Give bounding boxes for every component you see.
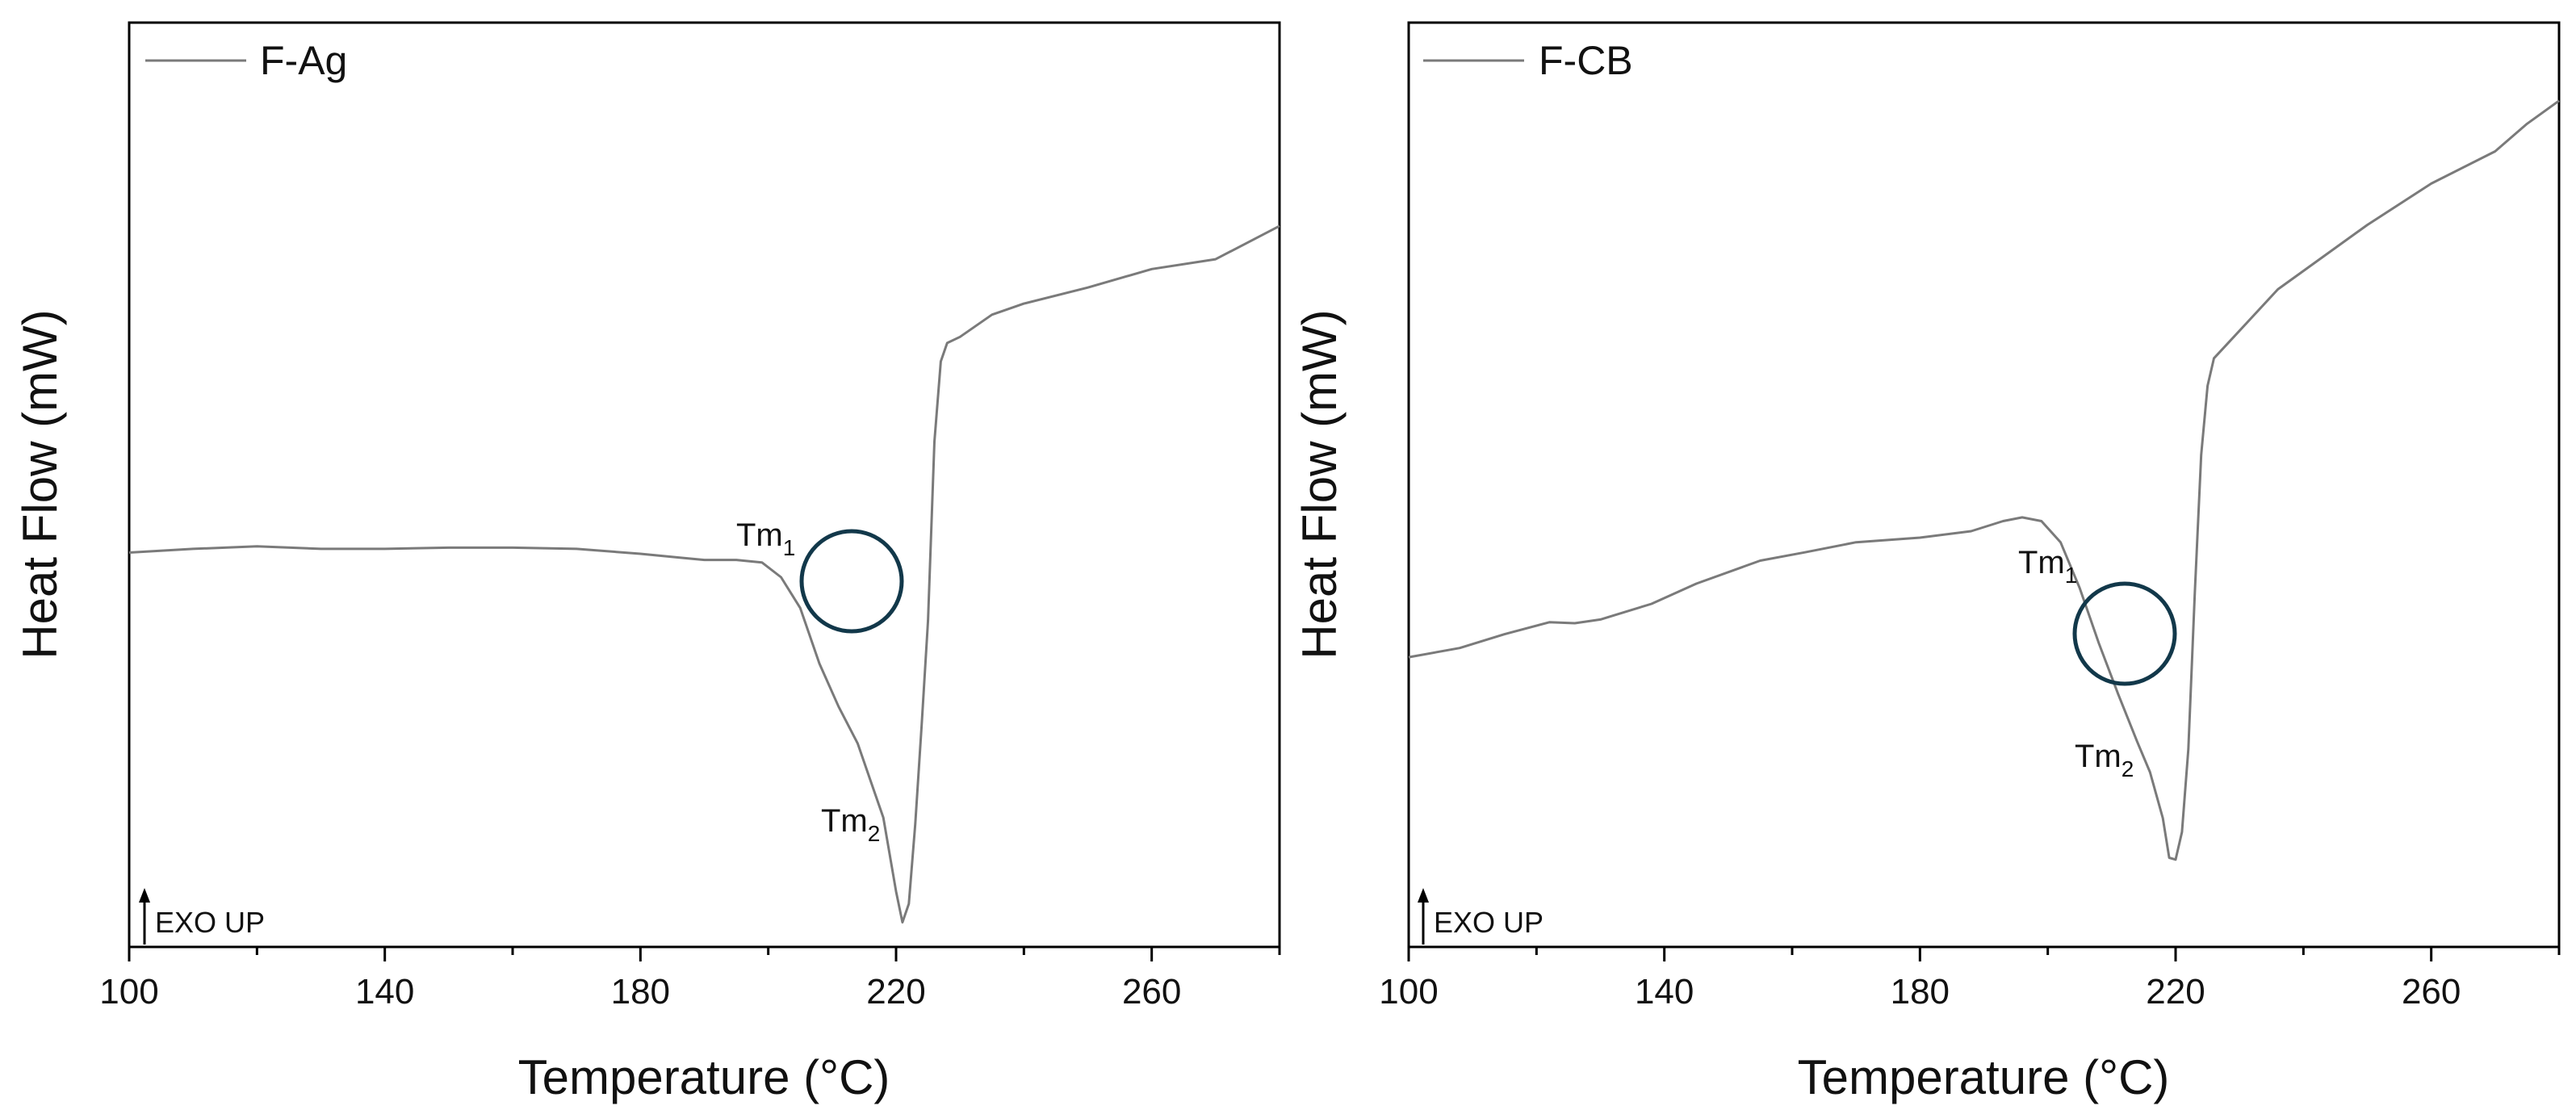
- exo-up-indicator: EXO UP: [139, 888, 265, 945]
- x-tick-label: 140: [355, 972, 414, 1012]
- dsc-curve-line: [1408, 99, 2560, 861]
- dsc-curve-line: [128, 224, 1280, 924]
- tm2-label: Tm2: [2075, 739, 2134, 781]
- exo-up-label: EXO UP: [1434, 906, 1544, 939]
- x-axis-tick-labels: 100 140 180 220 260: [1379, 972, 2461, 1012]
- tm2-label: Tm2: [821, 803, 880, 846]
- tm1-label: Tm1: [2018, 545, 2077, 588]
- chart-panel-f-cb: 100 140 180 220 260 F-CB Tm1 Tm2 EXO UP Temp…: [1292, 21, 2561, 1104]
- x-tick-label: 260: [1122, 972, 1181, 1012]
- x-tick-label: 220: [2146, 972, 2205, 1012]
- exo-up-label: EXO UP: [155, 906, 265, 939]
- plot-frame: [128, 21, 1281, 949]
- x-axis-tick-labels: 100 140 180 220 260: [99, 972, 1181, 1012]
- curve-group: [128, 224, 1280, 924]
- tm1-circle-marker: [2072, 581, 2177, 686]
- x-axis-ticks: [128, 947, 1281, 961]
- x-tick-label: 100: [99, 972, 158, 1012]
- x-tick-label: 140: [1635, 972, 1694, 1012]
- x-axis-title: Temperature (°C): [1798, 1050, 2170, 1104]
- legend: F-Ag: [145, 38, 347, 83]
- x-tick-label: 100: [1379, 972, 1438, 1012]
- legend-label-f-cb: F-CB: [1539, 38, 1633, 83]
- curve-group: [1408, 99, 2560, 861]
- legend-label-f-ag: F-Ag: [260, 38, 347, 83]
- tm1-circle-marker: [799, 529, 904, 634]
- exo-up-arrow-icon: [1418, 888, 1429, 903]
- legend: F-CB: [1423, 38, 1633, 83]
- y-axis-title: Heat Flow (mW): [1292, 309, 1347, 659]
- chart-panel-f-ag: 100 140 180 220 260 F-Ag Tm1 Tm2 EXO UP Temp…: [13, 21, 1281, 1104]
- x-tick-label: 180: [1891, 972, 1950, 1012]
- x-axis-ticks: [1407, 947, 2561, 961]
- x-tick-label: 220: [866, 972, 925, 1012]
- tm1-label: Tm1: [736, 517, 795, 560]
- x-axis-title: Temperature (°C): [518, 1050, 890, 1104]
- x-tick-label: 260: [2402, 972, 2461, 1012]
- exo-up-indicator: EXO UP: [1418, 888, 1544, 945]
- exo-up-arrow-icon: [139, 888, 150, 903]
- plot-frame: [1407, 21, 2561, 949]
- y-axis-title: Heat Flow (mW): [13, 309, 67, 659]
- x-tick-label: 180: [611, 972, 670, 1012]
